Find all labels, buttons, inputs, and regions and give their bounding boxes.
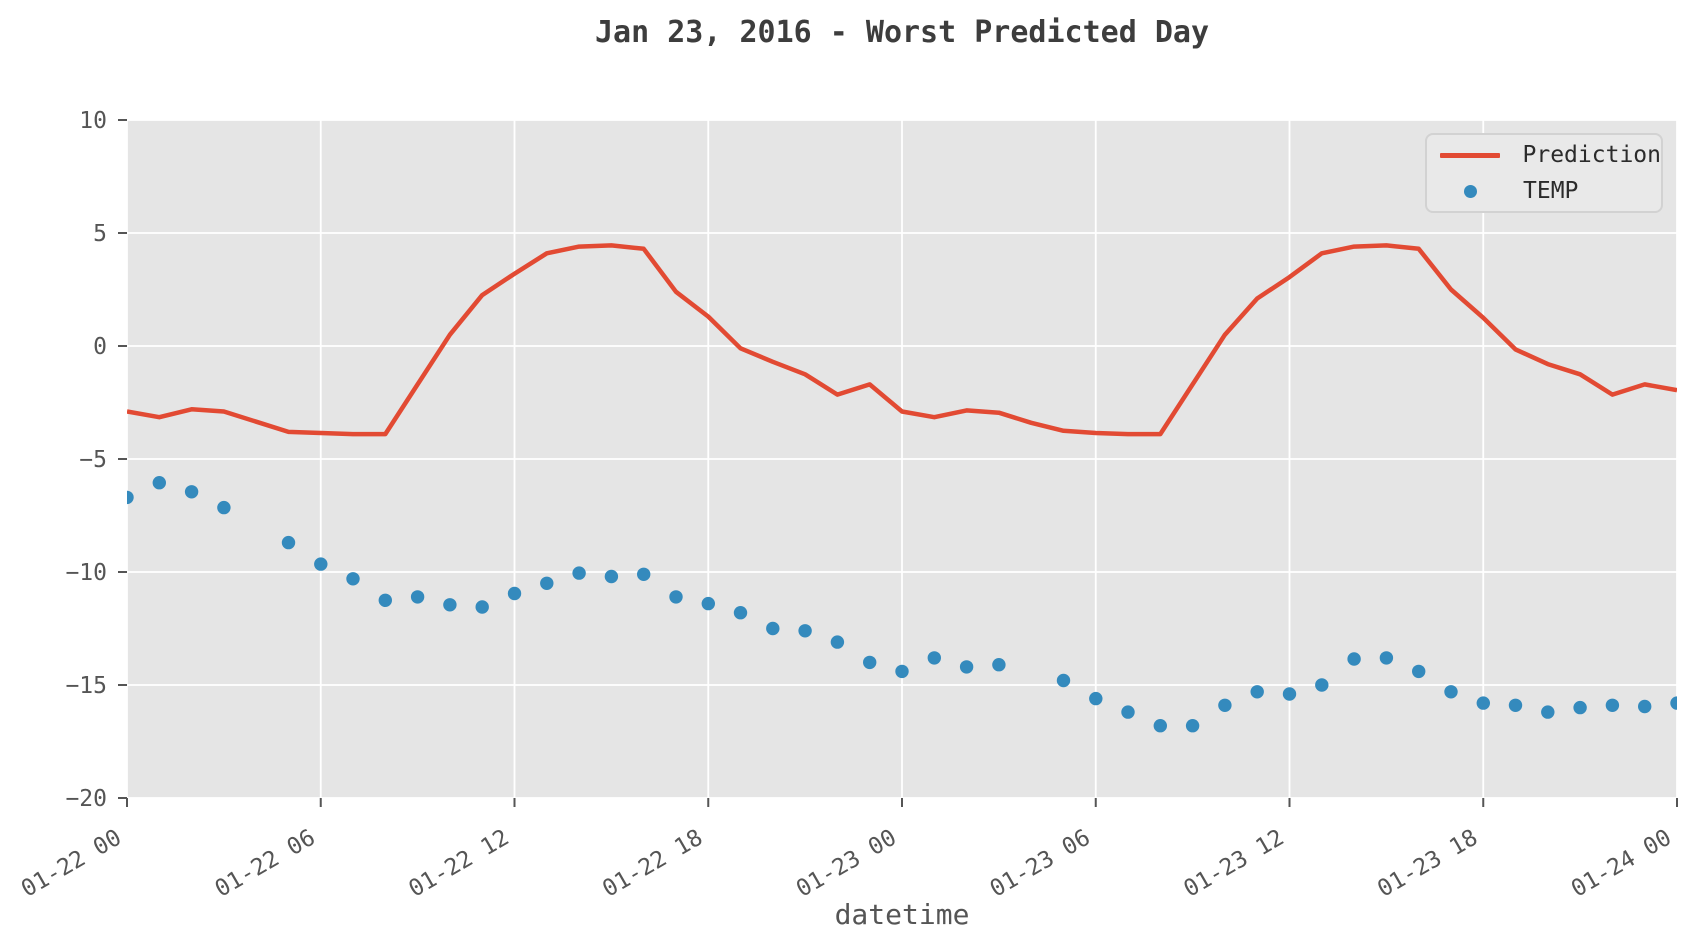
- temp-point: [1541, 705, 1555, 719]
- temp-point: [1218, 698, 1232, 712]
- legend-swatch-wrap: [1435, 184, 1505, 198]
- prediction-line-swatch: [1439, 152, 1500, 158]
- temp-point: [1089, 691, 1103, 706]
- temp-point: [572, 566, 586, 580]
- temp-point: [959, 660, 974, 674]
- chart-title: Jan 23, 2016 - Worst Predicted Day: [594, 15, 1210, 50]
- temp-point: [1347, 652, 1361, 666]
- temp-point: [1056, 673, 1071, 688]
- temp-point: [1153, 719, 1168, 733]
- y-tick-label: −10: [65, 560, 107, 586]
- temp-point: [1444, 685, 1458, 699]
- temp-point: [798, 624, 812, 638]
- y-tick-label: −15: [65, 673, 107, 699]
- x-tick-label: 01-23 06: [986, 825, 1095, 903]
- y-tick-label: 0: [93, 334, 107, 360]
- temp-point: [152, 476, 166, 490]
- temp-point: [378, 593, 392, 607]
- temp-point: [540, 576, 554, 590]
- temp-point: [1315, 678, 1329, 692]
- legend: Prediction TEMP: [1425, 133, 1663, 213]
- temp-point: [475, 600, 489, 614]
- y-gridlines: [127, 119, 1677, 799]
- temp-point: [1121, 705, 1135, 719]
- temp-point: [669, 590, 683, 604]
- temp-point: [1185, 719, 1200, 733]
- temp-point: [1605, 698, 1620, 712]
- legend-label-temp: TEMP: [1523, 178, 1579, 204]
- temp-point: [127, 490, 134, 505]
- x-tick-label: 01-22 12: [405, 825, 514, 903]
- temp-point: [346, 572, 360, 586]
- legend-item-prediction: Prediction: [1435, 139, 1661, 171]
- x-tick-label: 01-23 00: [792, 825, 901, 903]
- temp-point: [927, 651, 941, 665]
- temp-point: [1282, 687, 1297, 701]
- x-axis-label: datetime: [834, 898, 970, 931]
- temp-point: [1250, 685, 1264, 699]
- x-tick-label: 01-23 18: [1373, 825, 1482, 903]
- x-tick-label: 01-22 06: [211, 825, 320, 903]
- temp-point: [1638, 699, 1652, 714]
- temp-point: [410, 590, 425, 604]
- legend-label-prediction: Prediction: [1522, 142, 1661, 168]
- x-tick-label: 01-23 12: [1180, 825, 1289, 903]
- temp-point: [217, 500, 231, 515]
- temp-point: [604, 569, 619, 584]
- y-tick-label: −5: [79, 447, 107, 473]
- temp-point: [184, 485, 199, 499]
- temp-point: [1508, 698, 1523, 712]
- temp-point: [733, 606, 748, 620]
- temp-point: [1476, 696, 1491, 710]
- temp-point: [637, 567, 651, 581]
- legend-item-temp: TEMP: [1435, 175, 1661, 207]
- y-tick-label: 10: [79, 108, 107, 134]
- temp-point: [992, 658, 1006, 672]
- temp-point: [1573, 700, 1587, 715]
- temp-point: [766, 621, 780, 636]
- temp-points: [127, 476, 1677, 733]
- temp-point: [507, 586, 522, 601]
- temp-point: [830, 635, 845, 649]
- axis-ticks: [118, 119, 1678, 807]
- temp-point: [443, 598, 457, 612]
- temp-point: [314, 557, 328, 571]
- prediction-line: [127, 243, 1677, 437]
- temp-point: [863, 655, 877, 670]
- temp-dot-swatch: [1463, 184, 1477, 198]
- temp-point: [701, 596, 715, 611]
- y-tick-label: 5: [93, 221, 107, 247]
- temp-point: [895, 664, 909, 679]
- temp-point: [1412, 664, 1426, 679]
- legend-swatch-wrap: [1435, 152, 1505, 158]
- x-tick-label: 01-22 00: [17, 825, 126, 903]
- temp-point: [1379, 651, 1394, 665]
- y-tick-label: −20: [65, 786, 107, 812]
- temp-point: [281, 535, 296, 550]
- x-tick-label: 01-24 00: [1567, 825, 1676, 903]
- x-tick-label: 01-22 18: [598, 825, 707, 903]
- temp-point: [1670, 696, 1677, 710]
